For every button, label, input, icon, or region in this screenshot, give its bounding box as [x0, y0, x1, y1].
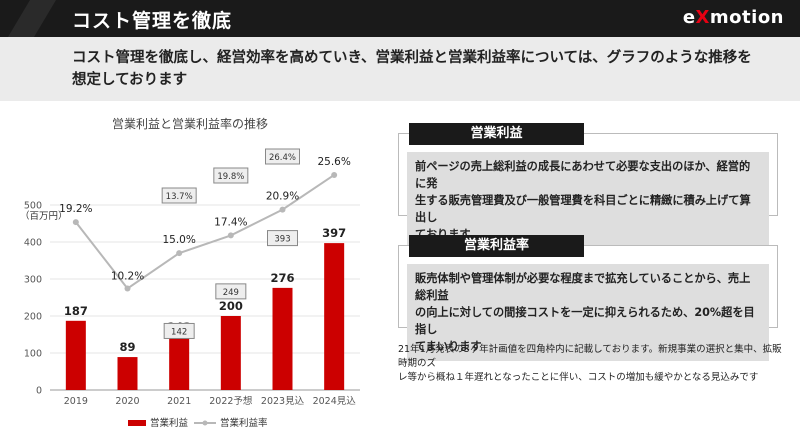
bar	[169, 337, 190, 390]
plan-profit-box	[267, 230, 298, 247]
x-tick-label: 2023見込	[261, 396, 305, 407]
card-title: 営業利益率	[409, 235, 584, 257]
legend-line-marker	[202, 420, 208, 426]
card-operating-margin: 営業利益率 販売体制や管理体制が必要な程度まで拡充していることから、売上総利益 …	[398, 235, 778, 361]
plan-profit-label: 249	[223, 288, 239, 298]
chart-title: 営業利益と営業利益率の推移	[112, 116, 268, 131]
page-title: コスト管理を徹底	[72, 10, 233, 32]
rate-value-label: 10.2%	[111, 271, 144, 283]
y-tick-label: 500	[24, 201, 42, 212]
header-slash-accent	[8, 0, 56, 37]
bar	[220, 316, 241, 390]
plan-rate-box	[161, 187, 197, 204]
footnote-line: 21年1月発表の3ヶ年計画値を四角枠内に記載しております。新規事業の選択と集中、…	[398, 344, 782, 369]
card-line: 販売体制や管理体制が必要な程度まで拡充していることから、売上総利益	[415, 272, 751, 302]
bar	[117, 357, 138, 390]
plan-rate-label: 26.4%	[269, 153, 296, 163]
bar	[272, 287, 293, 390]
legend-label: 営業利益	[150, 417, 189, 429]
rate-point	[124, 285, 131, 292]
footnote-line: レ等から概ね１年遅れとなったことに伴い、コストの増加も緩やかとなる見込みです	[398, 372, 759, 383]
rate-point	[72, 219, 79, 226]
rate-value-label: 17.4%	[214, 216, 247, 228]
legend-label: 営業利益率	[220, 417, 268, 429]
bar-value-label: 89	[119, 340, 135, 354]
rate-value-label: 25.6%	[317, 156, 350, 168]
rate-point	[279, 206, 286, 213]
card-line: 前ページの売上総利益の成長にあわせて必要な支出のほか、経営的に発	[415, 160, 751, 190]
y-tick-label: 400	[24, 238, 42, 249]
bar-value-label: 276	[270, 271, 294, 285]
profit-chart: 営業利益と営業利益率の推移 （百万円） 0 100 200 300 400 500 187 201…	[20, 116, 360, 429]
rate-point	[331, 171, 338, 178]
bar-value-label: 397	[322, 226, 346, 240]
rate-value-label: 19.2%	[59, 203, 92, 215]
bar-value-label: 187	[64, 304, 88, 318]
header-bar: コスト管理を徹底 eXmotion	[0, 0, 800, 37]
plan-rate-box	[265, 148, 300, 165]
bar	[324, 243, 345, 390]
card-title: 営業利益	[409, 123, 584, 145]
x-tick-label: 2021	[167, 396, 191, 407]
plan-profit-box	[215, 283, 247, 300]
x-tick-label: 2019	[64, 396, 88, 407]
plan-rate-label: 13.7%	[166, 192, 193, 202]
bar	[65, 320, 86, 390]
x-tick-label: 2022予想	[209, 395, 253, 407]
card-operating-profit: 営業利益 前ページの売上総利益の成長にあわせて必要な支出のほか、経営的に発 生す…	[398, 123, 778, 249]
y-tick-label: 0	[36, 386, 42, 397]
card-line: の向上に対しての間接コストを一定に抑えられるため、20%超を目指し	[415, 306, 755, 336]
rate-value-label: 20.9%	[266, 191, 299, 203]
plan-rate-box	[213, 167, 249, 184]
card-body: 前ページの売上総利益の成長にあわせて必要な支出のほか、経営的に発 生する販売管理…	[407, 152, 769, 249]
rate-value-label: 15.0%	[162, 234, 195, 246]
x-tick-label: 2024見込	[313, 396, 357, 407]
legend-bar-swatch	[128, 420, 146, 426]
footnote: 21年1月発表の3ヶ年計画値を四角枠内に記載しております。新規事業の選択と集中、…	[398, 343, 788, 385]
plan-profit-label: 142	[171, 327, 187, 337]
card-line: てまいります	[415, 340, 482, 353]
rate-line	[75, 174, 335, 290]
x-tick-label: 2020	[115, 396, 139, 407]
plan-profit-label: 393	[274, 235, 290, 245]
plan-rate-label: 19.8%	[217, 172, 244, 182]
rate-point	[227, 232, 234, 239]
y-tick-label: 100	[24, 349, 42, 360]
lead-line-1: コスト管理を徹底し、経営効率を高めていき、営業利益と営業利益率については、グラフ…	[72, 50, 752, 66]
card-line: 生する販売管理費及び一般管理費を科目ごとに精緻に積み上げて算出し	[415, 194, 751, 224]
y-tick-label: 300	[24, 275, 42, 286]
y-tick-label: 200	[24, 312, 42, 323]
bar-value-label: 200	[219, 299, 243, 313]
lead-line-2: 想定しております	[72, 72, 188, 88]
lead-banner: コスト管理を徹底し、経営効率を高めていき、営業利益と営業利益率については、グラフ…	[0, 37, 800, 101]
card-body: 販売体制や管理体制が必要な程度まで拡充していることから、売上総利益 の向上に対し…	[407, 264, 769, 361]
plan-profit-box	[163, 322, 195, 339]
company-logo: eXmotion	[682, 7, 784, 28]
lead-text: コスト管理を徹底し、経営効率を高めていき、営業利益と営業利益率については、グラフ…	[72, 47, 772, 91]
y-axis-label: （百万円）	[20, 210, 68, 222]
rate-point	[176, 250, 183, 257]
